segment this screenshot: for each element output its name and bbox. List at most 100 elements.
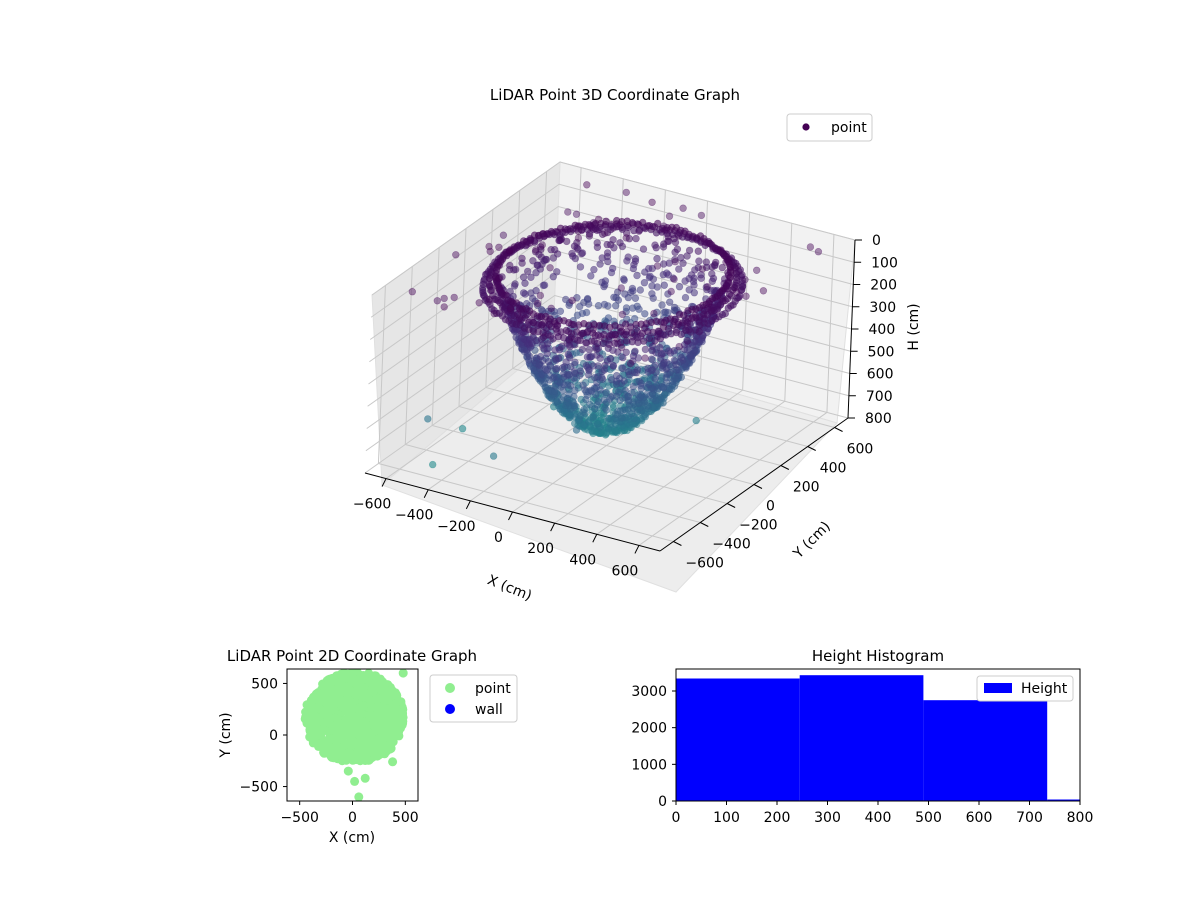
data-point [510,282,519,290]
data-point [523,267,532,276]
data-point [596,386,604,394]
data-point [637,320,645,328]
data-point [575,302,584,311]
data-point [660,281,668,289]
data-point [518,259,526,267]
grid-z-line [370,183,855,318]
point-2d [333,724,343,734]
data-point [450,293,458,302]
data-point [707,306,715,314]
data-point [543,340,552,348]
data-point [609,224,617,232]
point-2d [360,717,369,727]
data-point [596,260,604,268]
data-point [613,335,621,343]
x-tick-label: 0 [494,530,503,546]
data-point [697,211,706,220]
data-point [639,337,648,345]
data-point [475,299,483,307]
legend-2d-point-marker [445,683,455,693]
data-point [664,271,672,279]
data-point [814,248,823,256]
data-point [690,281,698,289]
data-point [637,379,645,387]
data-point [659,323,668,331]
data-point [580,405,588,414]
y-tick-mark [807,446,816,451]
data-point [611,330,619,339]
data-point [677,354,685,362]
data-point [552,373,561,381]
data-point [648,264,656,273]
histogram-bar [923,700,1048,801]
y-tick-label: −200 [739,518,777,534]
data-point [692,416,700,425]
y-tick-label: 0 [766,499,775,515]
data-point [519,273,528,281]
x-tick-label: 200 [527,541,554,557]
z-tick-label: 400 [869,322,896,338]
data-point [708,277,716,285]
data-point [651,361,659,369]
z-tick-label: 0 [872,233,881,249]
data-point [598,368,606,376]
data-point [698,265,707,273]
data-point [641,345,650,354]
point-2d [350,776,360,786]
point-2d [341,728,351,737]
data-point [600,335,609,343]
data-point [614,388,623,396]
z-tick-label: 600 [867,367,894,383]
data-point [584,418,593,426]
data-point [675,265,683,273]
data-point [566,382,575,390]
data-point [525,352,533,360]
data-point [507,306,515,314]
point-2d [370,678,380,688]
point-2d [368,720,378,730]
x-tick-label-2d: 500 [392,810,419,826]
data-point [571,386,579,395]
data-point [527,273,535,281]
data-point [635,227,643,235]
data-point [622,234,630,242]
data-point [429,460,437,469]
point-2d [343,766,353,776]
data-point [632,234,640,243]
data-point [566,363,575,371]
grid-z-line [366,294,850,429]
data-point [495,243,503,252]
data-point [513,310,522,318]
data-point [573,244,581,252]
point-2d [359,724,369,734]
data-point [506,304,514,312]
data-point [440,303,448,311]
data-point [591,373,599,382]
legend-hist-marker [984,683,1012,693]
data-point [601,229,609,237]
data-point [641,354,649,362]
data-point [547,246,555,254]
data-point [562,326,570,335]
data-point [553,268,561,276]
data-point [683,337,692,345]
ylabel-2d: Y (cm) [218,712,234,758]
data-point [622,229,631,237]
data-point [452,251,460,259]
data-point [659,360,668,368]
data-point [544,330,552,339]
data-point [617,343,626,352]
data-point [590,265,598,274]
data-point [759,287,768,295]
histogram-bar [1047,799,1080,801]
data-point [671,374,679,383]
point-2d [359,701,368,711]
data-point [572,426,581,434]
data-point [688,314,696,323]
data-point [675,283,684,291]
data-point [587,272,595,280]
data-point [558,342,566,351]
x-tick-label-2d: −500 [280,810,318,826]
data-point [648,222,657,231]
